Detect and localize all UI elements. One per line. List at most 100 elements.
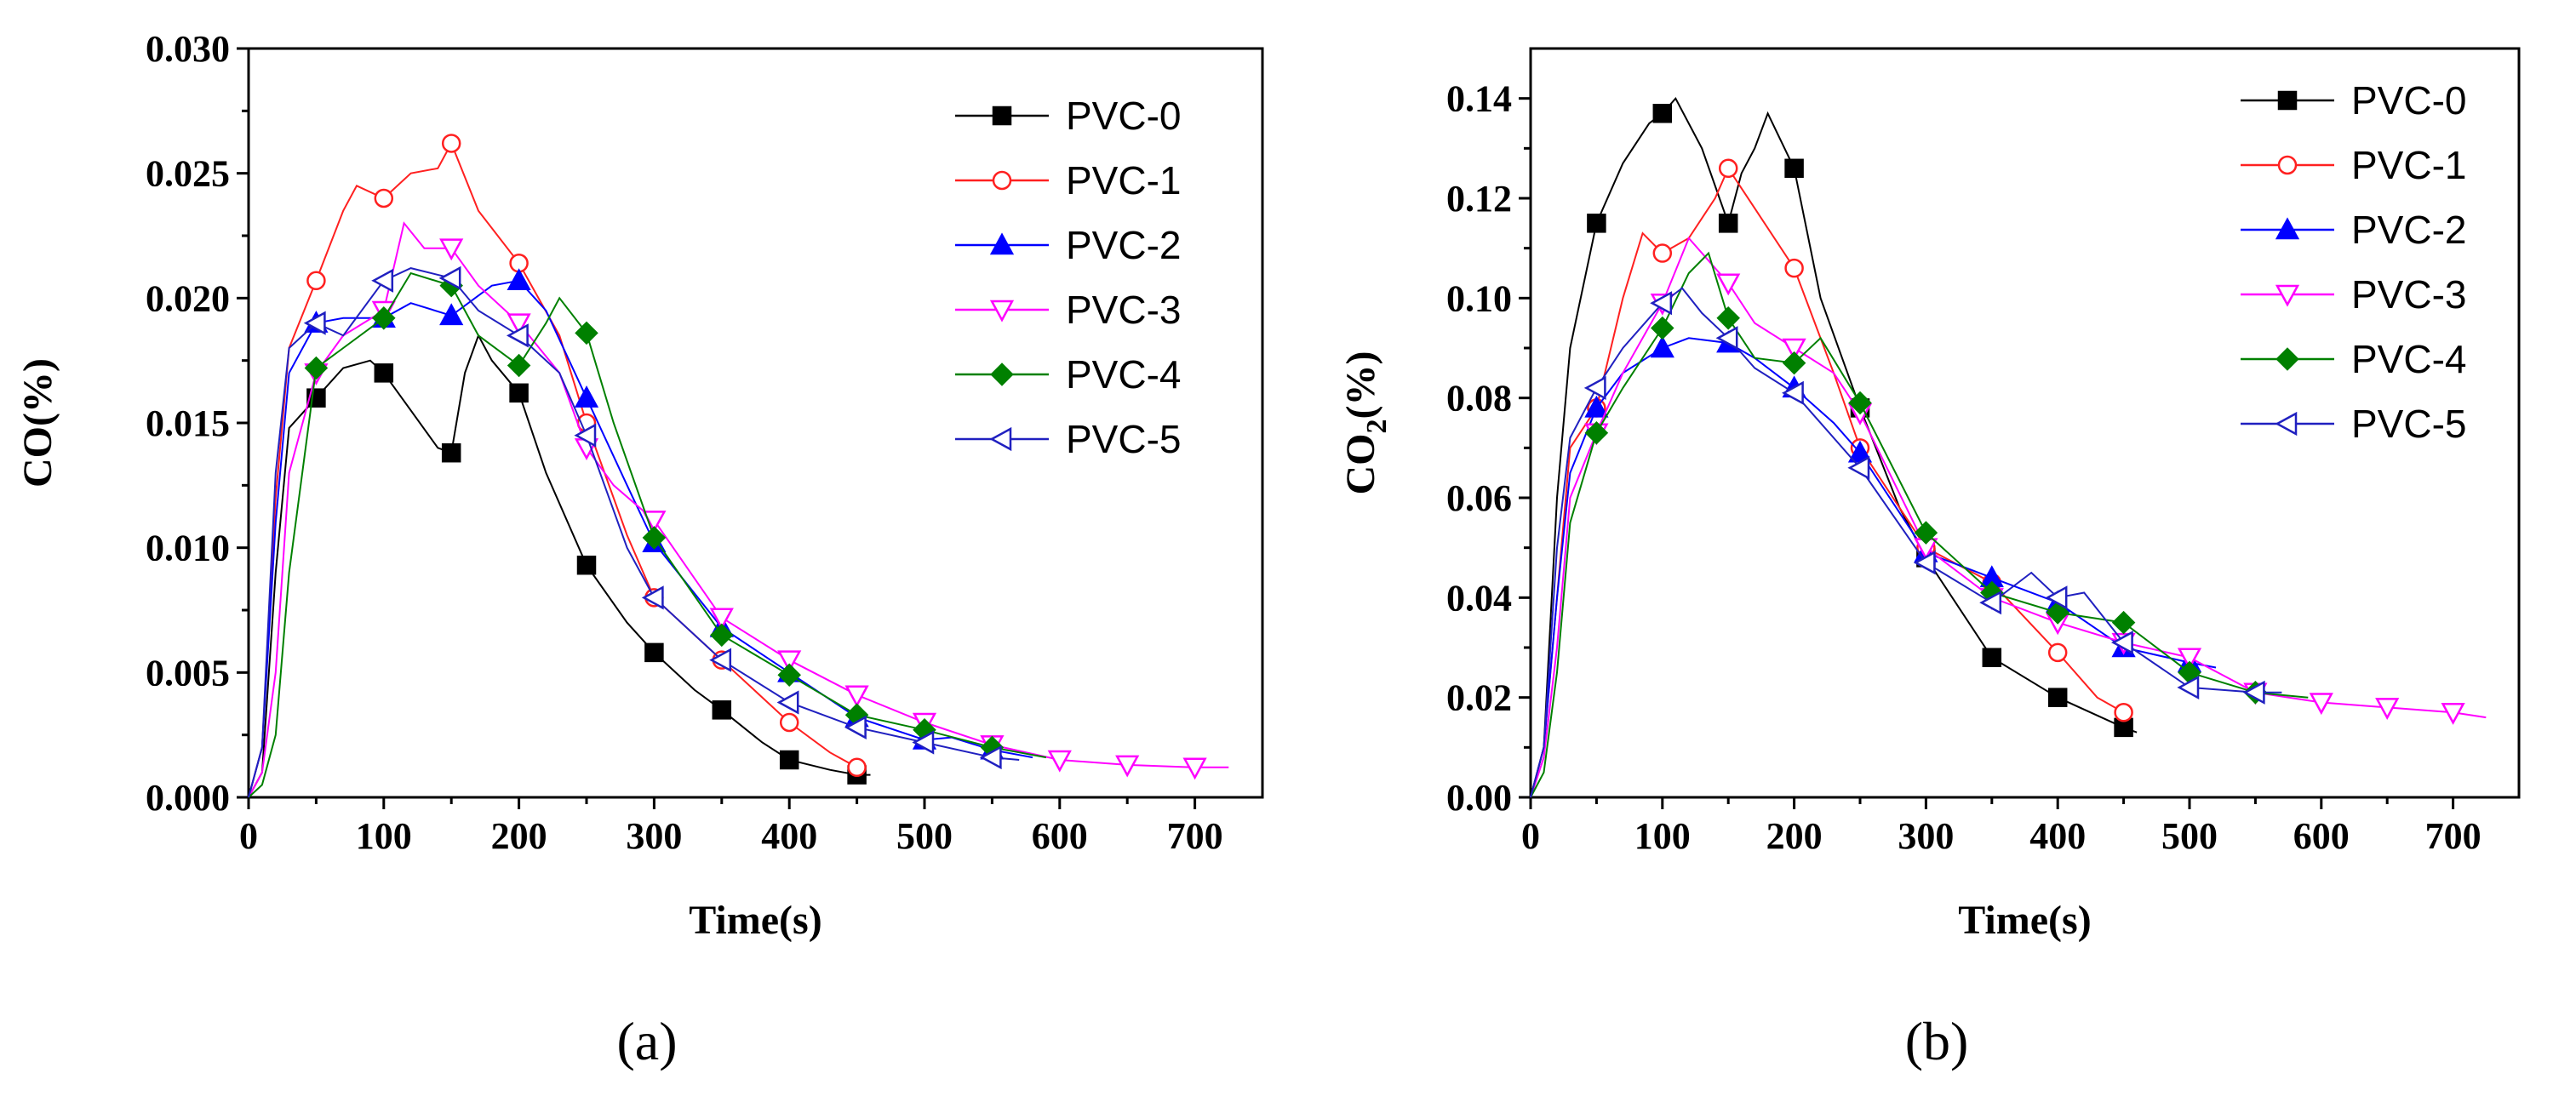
- data-point: [1716, 273, 1741, 296]
- data-point: [507, 353, 531, 378]
- legend-marker: [2277, 155, 2298, 175]
- x-tick-label: 500: [2161, 815, 2218, 857]
- legend-label: PVC-0: [1066, 94, 1181, 138]
- legend-label: PVC-1: [2351, 143, 2466, 187]
- data-point: [2177, 675, 2200, 700]
- legend-item-pvc-5: PVC-5: [2241, 402, 2466, 446]
- series-pvc-1: [1530, 158, 2133, 798]
- x-tick-label: 400: [2029, 815, 2086, 857]
- data-point: [709, 608, 734, 631]
- data-point: [1784, 258, 1804, 278]
- data-point: [1781, 380, 1804, 405]
- legend-marker: [2275, 411, 2298, 437]
- data-point: [1651, 316, 1674, 340]
- series-line: [248, 141, 864, 798]
- data-point: [1650, 291, 1673, 316]
- data-point: [2110, 631, 2133, 655]
- data-point: [374, 363, 394, 383]
- series-pvc-3: [1530, 237, 2487, 798]
- legend-marker: [989, 232, 1015, 255]
- data-point: [306, 271, 326, 291]
- legend-item-pvc-1: PVC-1: [955, 158, 1181, 203]
- y-tick-label: 0.00: [1446, 777, 1512, 819]
- data-point: [2177, 648, 2202, 671]
- data-point: [1650, 335, 1674, 358]
- data-point: [1782, 338, 1806, 361]
- x-tick-label: 500: [896, 815, 953, 857]
- y-tick-label: 0.12: [1446, 178, 1512, 220]
- legend-item-pvc-4: PVC-4: [955, 352, 1181, 397]
- legend-marker: [2275, 217, 2300, 240]
- x-tick-label: 600: [2293, 815, 2350, 857]
- x-tick-label: 0: [1521, 815, 1540, 857]
- legend-marker: [990, 362, 1014, 386]
- data-point: [2111, 610, 2136, 635]
- series-pvc-5: [248, 265, 1020, 798]
- legend-item-pvc-2: PVC-2: [955, 223, 1181, 267]
- series-line: [248, 271, 1047, 798]
- legend-label: PVC-3: [1066, 288, 1181, 332]
- data-point: [576, 555, 597, 575]
- y-tick-label: 0.08: [1446, 378, 1512, 420]
- legend-item-pvc-0: PVC-0: [955, 94, 1181, 138]
- data-point: [641, 585, 664, 610]
- legend-label: PVC-5: [1066, 417, 1181, 461]
- data-point: [912, 730, 935, 755]
- series-pvc-0: [248, 333, 871, 798]
- data-point: [372, 306, 396, 330]
- x-tick-label: 700: [1167, 815, 1223, 857]
- x-tick-label: 600: [1032, 815, 1088, 857]
- data-point: [1584, 395, 1609, 418]
- y-tick-label: 0.020: [146, 277, 230, 319]
- data-point: [1652, 104, 1673, 123]
- series-pvc-2: [1530, 330, 2217, 798]
- y-axis-title: CO(%): [15, 358, 60, 488]
- data-point: [574, 423, 597, 448]
- series-line: [1530, 251, 2309, 798]
- data-point: [2242, 680, 2265, 705]
- data-point: [374, 188, 394, 208]
- series-line: [248, 267, 1020, 798]
- data-point: [507, 268, 531, 291]
- data-point: [1716, 306, 1740, 330]
- data-point: [1584, 420, 1609, 445]
- x-tick-label: 700: [2425, 815, 2482, 857]
- x-tick-label: 100: [1634, 815, 1691, 857]
- data-point: [779, 712, 799, 733]
- y-axis-title: CO2(%): [1338, 351, 1393, 495]
- legend-item-pvc-4: PVC-4: [2241, 337, 2466, 381]
- data-point: [1913, 551, 1936, 575]
- data-point: [979, 745, 1002, 770]
- data-point: [1715, 326, 1738, 351]
- series-line: [1530, 337, 2217, 798]
- y-tick-label: 0.10: [1446, 277, 1512, 319]
- data-point: [1784, 158, 1804, 179]
- data-point: [1182, 757, 1207, 780]
- y-tick-label: 0.025: [146, 153, 230, 195]
- y-tick-label: 0.02: [1446, 677, 1512, 719]
- data-point: [779, 750, 799, 770]
- data-point: [506, 323, 529, 348]
- legend-marker: [989, 426, 1012, 452]
- data-point: [439, 238, 464, 261]
- data-point: [710, 623, 734, 648]
- legend-item-pvc-2: PVC-2: [2241, 208, 2466, 252]
- legend-label: PVC-2: [2351, 208, 2466, 252]
- data-point: [2375, 698, 2400, 721]
- data-point: [1782, 351, 1806, 375]
- y-tick-label: 0.14: [1446, 78, 1512, 120]
- legend-label: PVC-0: [2351, 78, 2466, 123]
- panel-label: (a): [616, 1011, 677, 1071]
- data-point: [776, 690, 799, 715]
- series-line: [1530, 96, 2138, 798]
- panel-label: (b): [1905, 1011, 1969, 1071]
- data-point: [1718, 214, 1738, 233]
- x-tick-label: 200: [491, 815, 547, 857]
- data-point: [777, 650, 802, 673]
- data-point: [642, 526, 667, 550]
- legend-marker: [2275, 284, 2300, 307]
- data-point: [1914, 521, 1938, 545]
- data-point: [844, 715, 867, 739]
- data-point: [2046, 601, 2069, 625]
- data-point: [1587, 214, 1606, 233]
